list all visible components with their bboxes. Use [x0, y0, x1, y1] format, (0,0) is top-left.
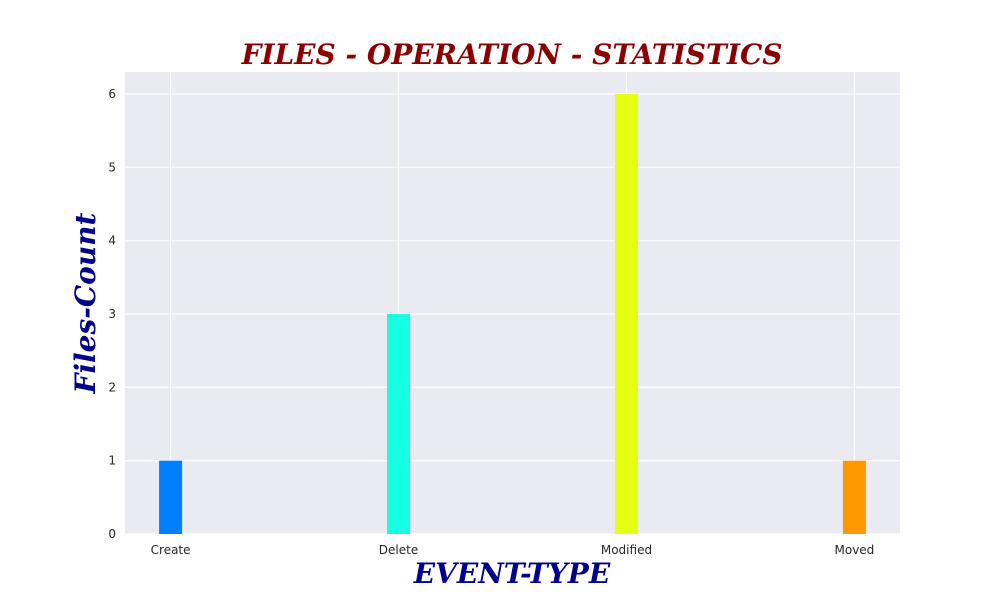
y-tick-label: 6 [108, 87, 116, 101]
y-tick-label: 3 [108, 307, 116, 321]
y-tick-label: 1 [108, 454, 116, 468]
x-tick-label: Modified [601, 543, 652, 557]
y-tick-labels: 0 1 2 3 4 5 6 [108, 87, 116, 541]
bar-modified [614, 94, 638, 534]
y-tick-label: 0 [108, 527, 116, 541]
x-tick-labels: Create Delete Modified Moved [151, 543, 875, 557]
x-tick-label: Delete [379, 543, 418, 557]
x-axis-label: EVENT-TYPE [413, 557, 611, 590]
y-tick-label: 5 [108, 160, 116, 174]
bar-delete [387, 314, 411, 534]
x-tick-label: Moved [835, 543, 875, 557]
y-tick-label: 4 [108, 234, 116, 248]
bar-create [159, 460, 183, 534]
bar-moved [842, 460, 866, 534]
chart-title: FILES - OPERATION - STATISTICS [241, 38, 783, 71]
plot-area [125, 72, 900, 534]
bars [159, 94, 866, 534]
y-tick-label: 2 [108, 380, 116, 394]
x-tick-label: Create [151, 543, 191, 557]
y-axis-label: Files-Count [69, 212, 102, 394]
